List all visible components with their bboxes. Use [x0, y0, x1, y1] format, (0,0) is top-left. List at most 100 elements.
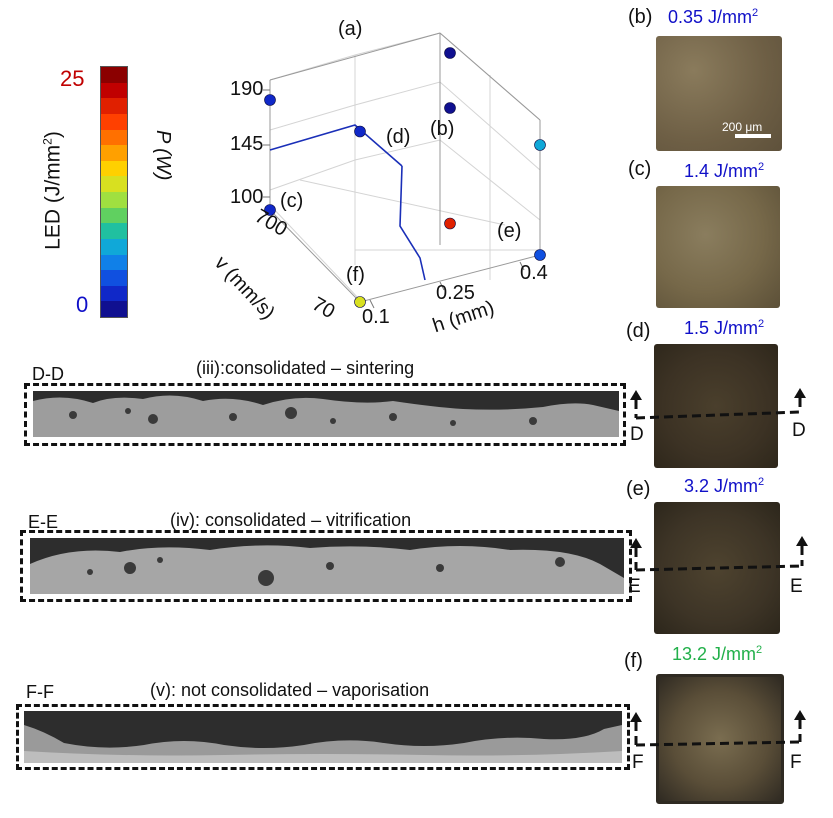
h-tick-0.1: 0.1 — [362, 306, 390, 328]
sample-photo-f — [656, 674, 784, 804]
sample-label-f: (f) — [624, 650, 643, 672]
colorbar-segment — [101, 301, 127, 317]
sample-label-d: (d) — [626, 320, 651, 342]
section-image-d — [33, 391, 619, 437]
colorbar-segment — [101, 113, 127, 130]
plot-point-7 — [534, 139, 546, 151]
point-label-e: (e) — [497, 220, 522, 242]
cut-letter-f-right: F — [790, 752, 802, 773]
sample-energy-f-sup: 2 — [756, 644, 763, 656]
colorbar-max-label: 25 — [60, 66, 85, 91]
sample-photo-c — [656, 186, 780, 308]
scale-bar — [735, 134, 771, 138]
section-frame-e — [20, 530, 632, 602]
sample-photo-e — [654, 502, 780, 634]
plot-panel-label: (a) — [338, 18, 363, 40]
section-image-f — [24, 711, 622, 763]
section-title-d: (iii):consolidated – sintering — [196, 358, 415, 378]
z-tick-100: 100 — [230, 186, 264, 208]
cut-letter-d-left: D — [630, 424, 644, 445]
section-frame-f — [16, 704, 630, 770]
section-d-material — [33, 395, 619, 437]
plot-point-c — [264, 204, 276, 216]
cut-letter-e-right: E — [790, 576, 803, 597]
sample-energy-d-sup: 2 — [758, 318, 765, 330]
section-title-e: (iv): consolidated – vitrification — [170, 510, 412, 530]
tick-marks — [263, 89, 525, 309]
cut-letter-f-left: F — [632, 752, 644, 773]
colorbar-label-text: LED (J/mm — [41, 144, 65, 250]
colorbar-segment — [101, 176, 127, 192]
plot-point-6 — [444, 47, 456, 59]
projection-lines — [269, 124, 426, 281]
plot-point-d — [354, 125, 366, 138]
colorbar-segment — [101, 98, 127, 114]
point-label-d: (d) — [386, 126, 411, 148]
plot-point-5 — [264, 94, 276, 106]
colorbar-segment — [101, 192, 127, 208]
sample-energy-b: 0.35 J/mm2 — [668, 7, 758, 28]
colorbar-label-sup: 2 — [40, 138, 55, 145]
colorbar-label-end: ) — [41, 131, 65, 139]
colorbar-segment — [101, 145, 127, 161]
z-tick-145: 145 — [230, 133, 264, 155]
plot-grid — [269, 32, 541, 301]
sample-energy-d: 1.5 J/mm2 — [684, 318, 764, 339]
section-frame-d — [24, 383, 626, 446]
h-tick-0.25: 0.25 — [436, 282, 475, 304]
colorbar-segment — [101, 270, 127, 286]
sample-energy-e-text: 3.2 J/mm — [684, 476, 759, 496]
plot-point-8 — [444, 217, 456, 230]
z-tick-190: 190 — [230, 78, 264, 100]
plot-box — [269, 32, 541, 303]
colorbar-gradient — [101, 67, 127, 317]
colorbar-segment — [101, 129, 127, 146]
colorbar — [100, 66, 128, 318]
sample-energy-f: 13.2 J/mm2 — [672, 644, 762, 665]
colorbar-segment — [101, 207, 127, 224]
colorbar-min-label: 0 — [76, 292, 89, 317]
h-tick-0.4: 0.4 — [520, 262, 548, 284]
scale-bar-label: 200 μm — [722, 120, 763, 134]
point-label-c: (c) — [280, 190, 304, 212]
sample-energy-c: 1.4 J/mm2 — [684, 161, 764, 182]
section-tag-d: D-D — [32, 364, 64, 384]
sample-label-c: (c) — [628, 158, 652, 180]
sample-energy-b-text: 0.35 J/mm — [668, 7, 753, 27]
sample-label-b: (b) — [628, 6, 653, 28]
sample-energy-e: 3.2 J/mm2 — [684, 476, 764, 497]
cut-letter-d-right: D — [792, 420, 806, 441]
section-title-f: (v): not consolidated – vaporisation — [150, 680, 430, 700]
section-e-material — [30, 545, 624, 594]
section-tag-f: F-F — [26, 682, 54, 702]
plot-point-b — [444, 102, 456, 114]
sample-label-e: (e) — [626, 478, 651, 500]
plot-points — [264, 47, 546, 308]
sample-energy-c-sup: 2 — [758, 161, 765, 173]
parameter-space-plot — [263, 32, 546, 309]
point-label-f: (f) — [346, 264, 365, 286]
section-tag-e: E-E — [28, 512, 59, 532]
sample-energy-c-text: 1.4 J/mm — [684, 161, 759, 181]
colorbar-segment — [101, 254, 127, 271]
z-axis-label: P (W) — [152, 130, 174, 181]
plot-point-e — [534, 249, 546, 261]
sample-energy-b-sup: 2 — [752, 7, 759, 19]
point-label-b: (b) — [430, 118, 455, 140]
sample-energy-f-text: 13.2 J/mm — [672, 644, 757, 664]
sample-energy-d-text: 1.5 J/mm — [684, 318, 759, 338]
colorbar-segment — [101, 160, 127, 177]
cut-lines — [630, 388, 808, 747]
sample-photo-b — [656, 36, 782, 151]
section-f-material — [24, 725, 622, 763]
sample-energy-e-sup: 2 — [758, 476, 765, 488]
colorbar-segment — [101, 238, 127, 255]
colorbar-segment — [101, 67, 127, 83]
section-image-e — [30, 538, 624, 594]
colorbar-axis-label: LED (J/mm2) — [41, 106, 66, 276]
colorbar-segment — [101, 223, 127, 239]
colorbar-segment — [101, 285, 127, 302]
colorbar-segment — [101, 82, 127, 99]
sample-photo-d — [654, 344, 778, 468]
plot-point-f — [354, 296, 366, 308]
